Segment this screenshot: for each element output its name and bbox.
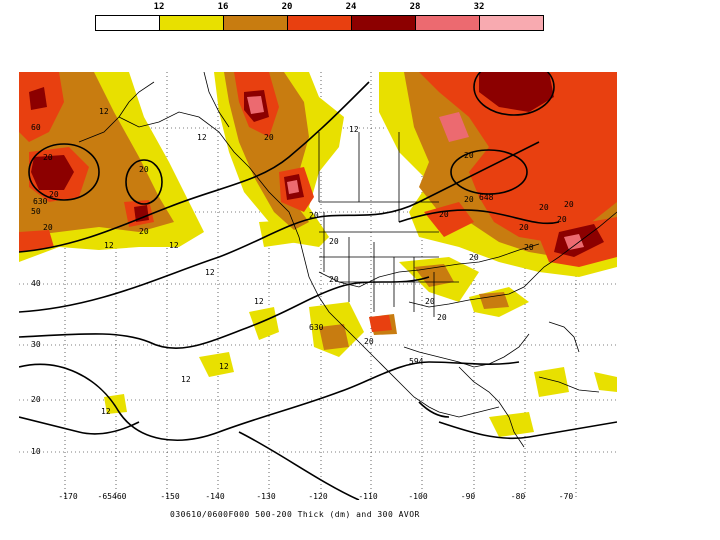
- avor-contour-label: 12: [181, 375, 191, 384]
- avor-contour-label: 20: [557, 215, 567, 224]
- colorbar-segment: [415, 15, 480, 31]
- thickness-contour-label: 594: [409, 357, 424, 366]
- thickness-contours: [19, 72, 617, 500]
- avor-contour-label: 20: [524, 243, 534, 252]
- avor-contour-label: 12: [99, 107, 109, 116]
- latitude-label: 20: [31, 395, 41, 404]
- avor-contour-label: 20: [329, 237, 339, 246]
- latitude-label: 40: [31, 279, 41, 288]
- colorbar-segment: [351, 15, 416, 31]
- thickness-contour-label: 648: [479, 193, 494, 202]
- colorbar-tick-label: 12: [153, 2, 165, 12]
- longitude-label: -80: [510, 492, 526, 501]
- avor-contour-label: 12: [101, 407, 111, 416]
- colorbar-tick-label: 16: [217, 2, 229, 12]
- longitude-label: -110: [358, 492, 378, 501]
- avor-contour-label: 20: [43, 153, 53, 162]
- colorbar-segment: [287, 15, 352, 31]
- colorbar-tick-label: 32: [473, 2, 485, 12]
- avor-contour-label: 12: [169, 241, 179, 250]
- latitude-label: 60: [31, 123, 41, 132]
- avor-contour-label: 20: [264, 133, 274, 142]
- weather-map: 12 20 12 20 20 20 12 20 20 20 20 20 20 20 12 12 12 20 12 20…: [19, 72, 617, 500]
- longitude-label: -140: [205, 492, 225, 501]
- avor-contour-label: 20: [49, 190, 59, 199]
- coastlines: [78, 72, 617, 448]
- avor-contour-label: 20: [43, 223, 53, 232]
- avor-contour-label: 20: [139, 227, 149, 236]
- thickness-contour-label: 630: [33, 197, 48, 206]
- thickness-contour-label: 630: [309, 323, 324, 332]
- longitude-label: -65460: [97, 492, 127, 501]
- avor-contour-label: 12: [197, 133, 207, 142]
- colorbar-segment: [223, 15, 288, 31]
- colorbar-tick-label: 20: [281, 2, 293, 12]
- avor-shading-28-32: [247, 96, 584, 250]
- longitude-label: -90: [460, 492, 476, 501]
- avor-contour-label: 20: [439, 210, 449, 219]
- avor-contour-label: 12: [254, 297, 264, 306]
- avor-contour-label: 20: [364, 337, 374, 346]
- avor-contour-label: 20: [425, 297, 435, 306]
- avor-contour-label: 20: [437, 313, 447, 322]
- longitude-label: -150: [160, 492, 180, 501]
- colorbar-tick-label: 28: [409, 2, 421, 12]
- longitude-label: -120: [308, 492, 328, 501]
- colorbar-tick-label: 24: [345, 2, 357, 12]
- avor-contour-label: 20: [139, 165, 149, 174]
- latitude-label: 50: [31, 207, 41, 216]
- longitude-label: -100: [408, 492, 428, 501]
- colorbar-segment: [479, 15, 544, 31]
- longitude-label: -170: [58, 492, 78, 501]
- avor-contour-label: 20: [464, 195, 474, 204]
- avor-contour-label: 20: [309, 211, 319, 220]
- color-scale-legend: 12 16 20 24 28 32: [95, 2, 544, 31]
- latitude-label: 30: [31, 340, 41, 349]
- avor-contour-label: 20: [539, 203, 549, 212]
- map-caption: 030610/0600F000 500-200 Thick (dm) and 3…: [170, 510, 420, 519]
- avor-contour-label: 20: [329, 275, 339, 284]
- avor-contour-label: 20: [469, 253, 479, 262]
- latitude-label: 10: [31, 447, 41, 456]
- avor-contour-label: 20: [464, 151, 474, 160]
- colorbar-segment: [159, 15, 224, 31]
- avor-contour-label: 12: [349, 125, 359, 134]
- longitude-label: -70: [558, 492, 574, 501]
- colorbar-segment: [95, 15, 160, 31]
- avor-contour-label: 20: [564, 200, 574, 209]
- avor-contour-label: 12: [104, 241, 114, 250]
- longitude-label: -130: [256, 492, 276, 501]
- avor-contour-label: 12: [219, 362, 229, 371]
- avor-contour-label: 20: [519, 223, 529, 232]
- avor-contour-label: 12: [205, 268, 215, 277]
